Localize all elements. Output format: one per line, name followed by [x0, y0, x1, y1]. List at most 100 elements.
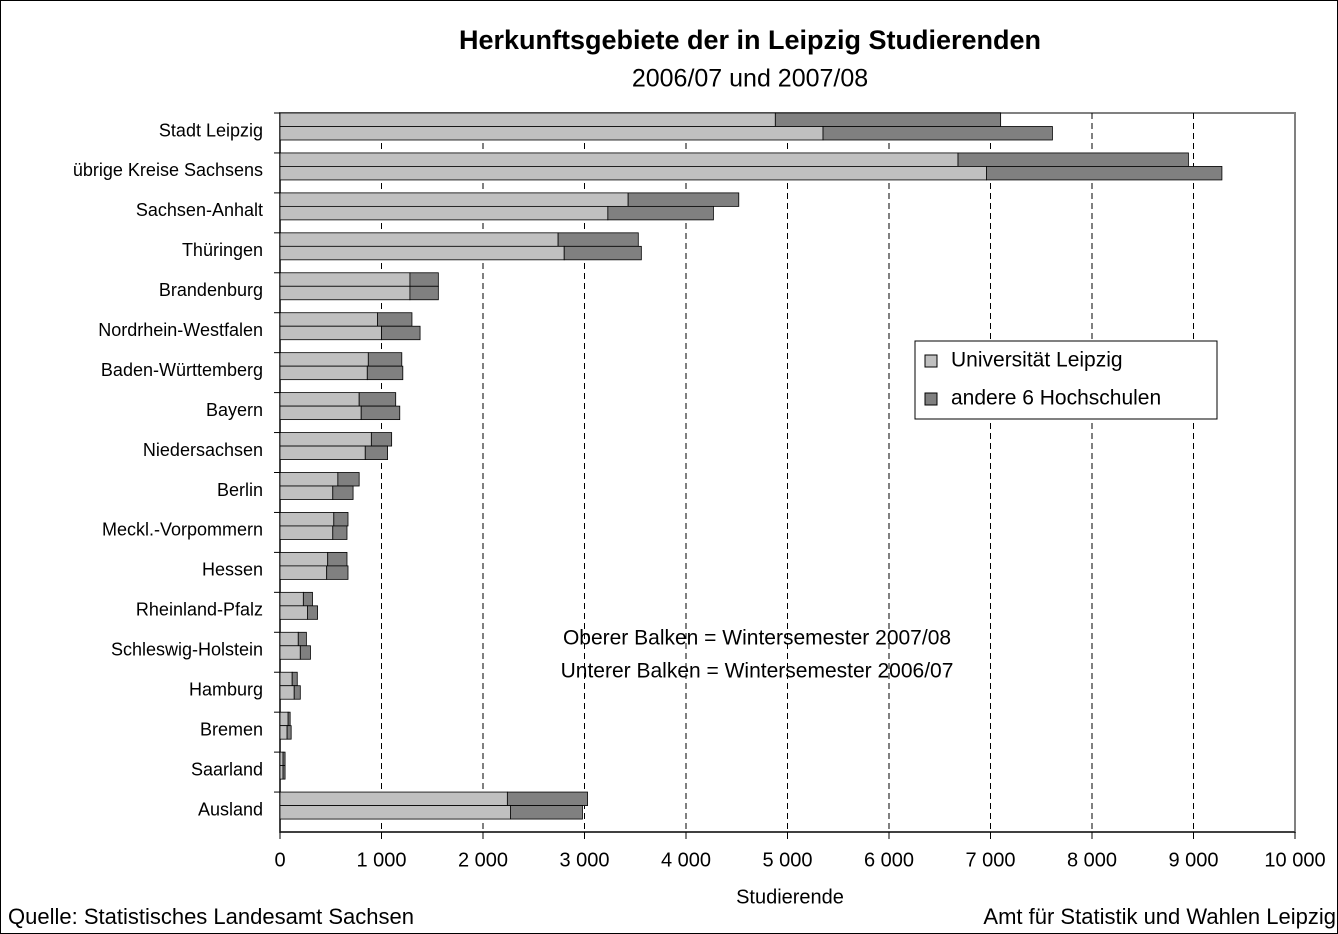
- bar: [286, 725, 292, 740]
- x-tick-label: 3 000: [559, 849, 609, 871]
- bar: [326, 565, 349, 580]
- y-tick-label: übrige Kreise Sachsens: [73, 160, 263, 180]
- y-tick-label: Hessen: [202, 560, 263, 580]
- bar: [510, 805, 583, 820]
- y-tick-label: Saarland: [191, 759, 263, 779]
- bar: [291, 671, 298, 687]
- x-tick-label: 0: [274, 849, 285, 871]
- bar: [279, 232, 559, 247]
- bar: [302, 591, 313, 607]
- x-axis-label: Studierende: [736, 886, 844, 908]
- bar: [279, 166, 987, 181]
- y-tick-label: Bayern: [206, 400, 263, 420]
- bar: [279, 631, 299, 647]
- bar: [282, 751, 286, 767]
- bar: [332, 525, 348, 540]
- bar: [279, 765, 284, 780]
- bar: [279, 312, 378, 327]
- bar: [299, 645, 311, 660]
- y-tick-label: Berlin: [217, 480, 263, 500]
- y-tick-label: Hamburg: [189, 679, 263, 699]
- bar: [506, 791, 588, 806]
- bar: [774, 112, 1002, 127]
- x-tick-label: 2 000: [458, 849, 508, 871]
- y-tick-label: Meckl.-Vorpommern: [102, 520, 263, 540]
- source: Quelle: Statistisches Landesamt Sachsen: [8, 904, 414, 929]
- bar: [607, 205, 714, 221]
- annotation: Unterer Balken = Wintersemester 2006/07: [561, 660, 954, 683]
- bar: [279, 711, 289, 727]
- x-tick-label: 9 000: [1168, 849, 1218, 871]
- bar: [279, 725, 288, 740]
- bar: [327, 551, 348, 567]
- x-tick-label: 5 000: [762, 849, 812, 871]
- y-tick-label: Brandenburg: [159, 280, 263, 300]
- bar: [279, 272, 411, 287]
- bar: [297, 631, 307, 647]
- bar: [986, 166, 1223, 181]
- bar: [279, 525, 334, 540]
- bar: [282, 765, 286, 780]
- bar: [279, 405, 362, 421]
- bar: [279, 392, 360, 407]
- bar: [279, 285, 411, 301]
- y-tick-label: Ausland: [198, 799, 263, 819]
- annotation: Oberer Balken = Wintersemester 2007/08: [563, 627, 951, 650]
- bar: [377, 312, 413, 327]
- bar: [287, 711, 291, 727]
- bar: [364, 445, 388, 460]
- bar: [370, 432, 393, 447]
- x-tick-label: 1 000: [356, 849, 406, 871]
- bar: [279, 152, 959, 167]
- bar: [366, 365, 404, 381]
- bar: [279, 445, 366, 460]
- bar: [279, 605, 308, 620]
- bar: [279, 365, 368, 381]
- chart-title: Herkunftsgebiete der in Leipzig Studiere…: [459, 25, 1041, 55]
- bar: [957, 152, 1189, 167]
- y-tick-label: Baden-Württemberg: [101, 360, 263, 380]
- bar: [332, 485, 354, 500]
- bar: [563, 245, 642, 261]
- bar: [279, 565, 328, 580]
- bar: [307, 605, 318, 620]
- x-tick-label: 6 000: [864, 849, 914, 871]
- bar: [557, 232, 639, 247]
- bar: [279, 126, 824, 141]
- y-tick-label: Nordrhein-Westfalen: [98, 320, 263, 340]
- bar: [279, 685, 295, 700]
- bar: [337, 472, 360, 487]
- bar: [409, 285, 439, 301]
- bar: [358, 392, 397, 407]
- legend-label: Universität Leipzig: [951, 349, 1123, 372]
- bar: [360, 405, 401, 421]
- bar: [279, 671, 293, 687]
- credit: Amt für Statistik und Wahlen Leipzig: [983, 904, 1336, 929]
- bar: [279, 551, 329, 567]
- bar: [279, 352, 369, 367]
- legend-swatch: [924, 392, 938, 406]
- bar: [279, 485, 334, 500]
- bar: [627, 192, 740, 207]
- y-tick-label: Rheinland-Pfalz: [136, 600, 263, 620]
- y-tick-label: Bremen: [200, 719, 263, 739]
- legend: [914, 340, 1218, 420]
- bar: [279, 645, 301, 660]
- bar: [279, 192, 629, 207]
- x-tick-label: 7 000: [965, 849, 1015, 871]
- x-tick-label: 4 000: [661, 849, 711, 871]
- bar: [293, 685, 301, 700]
- x-tick-label: 10 000: [1264, 849, 1325, 871]
- bar: [279, 245, 565, 261]
- bar: [279, 751, 284, 767]
- y-tick-label: Schleswig-Holstein: [111, 640, 263, 660]
- bar: [279, 325, 382, 341]
- x-tick-label: 8 000: [1067, 849, 1117, 871]
- bar: [822, 126, 1053, 141]
- bar: [279, 805, 511, 820]
- y-tick-label: Thüringen: [182, 240, 263, 260]
- bar: [279, 791, 508, 806]
- bar: [279, 591, 304, 607]
